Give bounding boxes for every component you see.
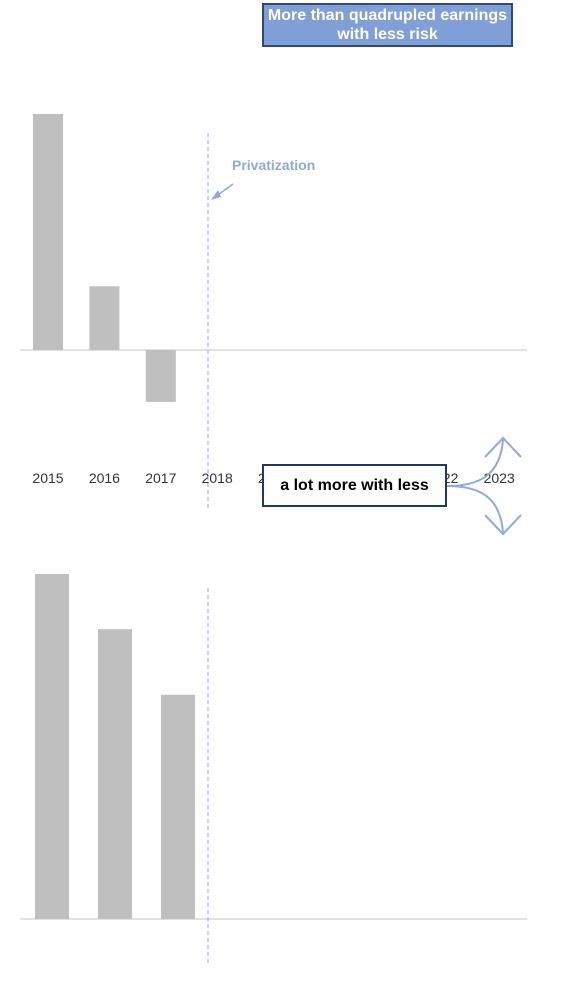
top-tick-label-2015: 2015	[32, 470, 63, 486]
top-bar-2016	[89, 286, 120, 350]
top-tick-label-2023: 2023	[484, 470, 515, 486]
top-tick-label-2018: 2018	[202, 470, 233, 486]
top-tick-label-2016: 2016	[89, 470, 120, 486]
top-bar-2017	[145, 350, 176, 402]
split-arrow-icon	[446, 436, 522, 536]
privatization-annotation: Privatization	[232, 157, 315, 173]
bottom-bar-2017	[161, 694, 195, 919]
top-tick-label-2017: 2017	[145, 470, 176, 486]
annotation-arrow-icon	[211, 183, 234, 200]
bottom-bar-chart	[20, 574, 527, 920]
bottom-bar-2016	[98, 629, 132, 919]
bottom-bar-2015	[35, 574, 69, 919]
callout-box: a lot more with less	[262, 464, 447, 507]
top-bar-2015	[33, 114, 63, 350]
chart-title: More than quadrupled earnings with less …	[262, 3, 513, 47]
